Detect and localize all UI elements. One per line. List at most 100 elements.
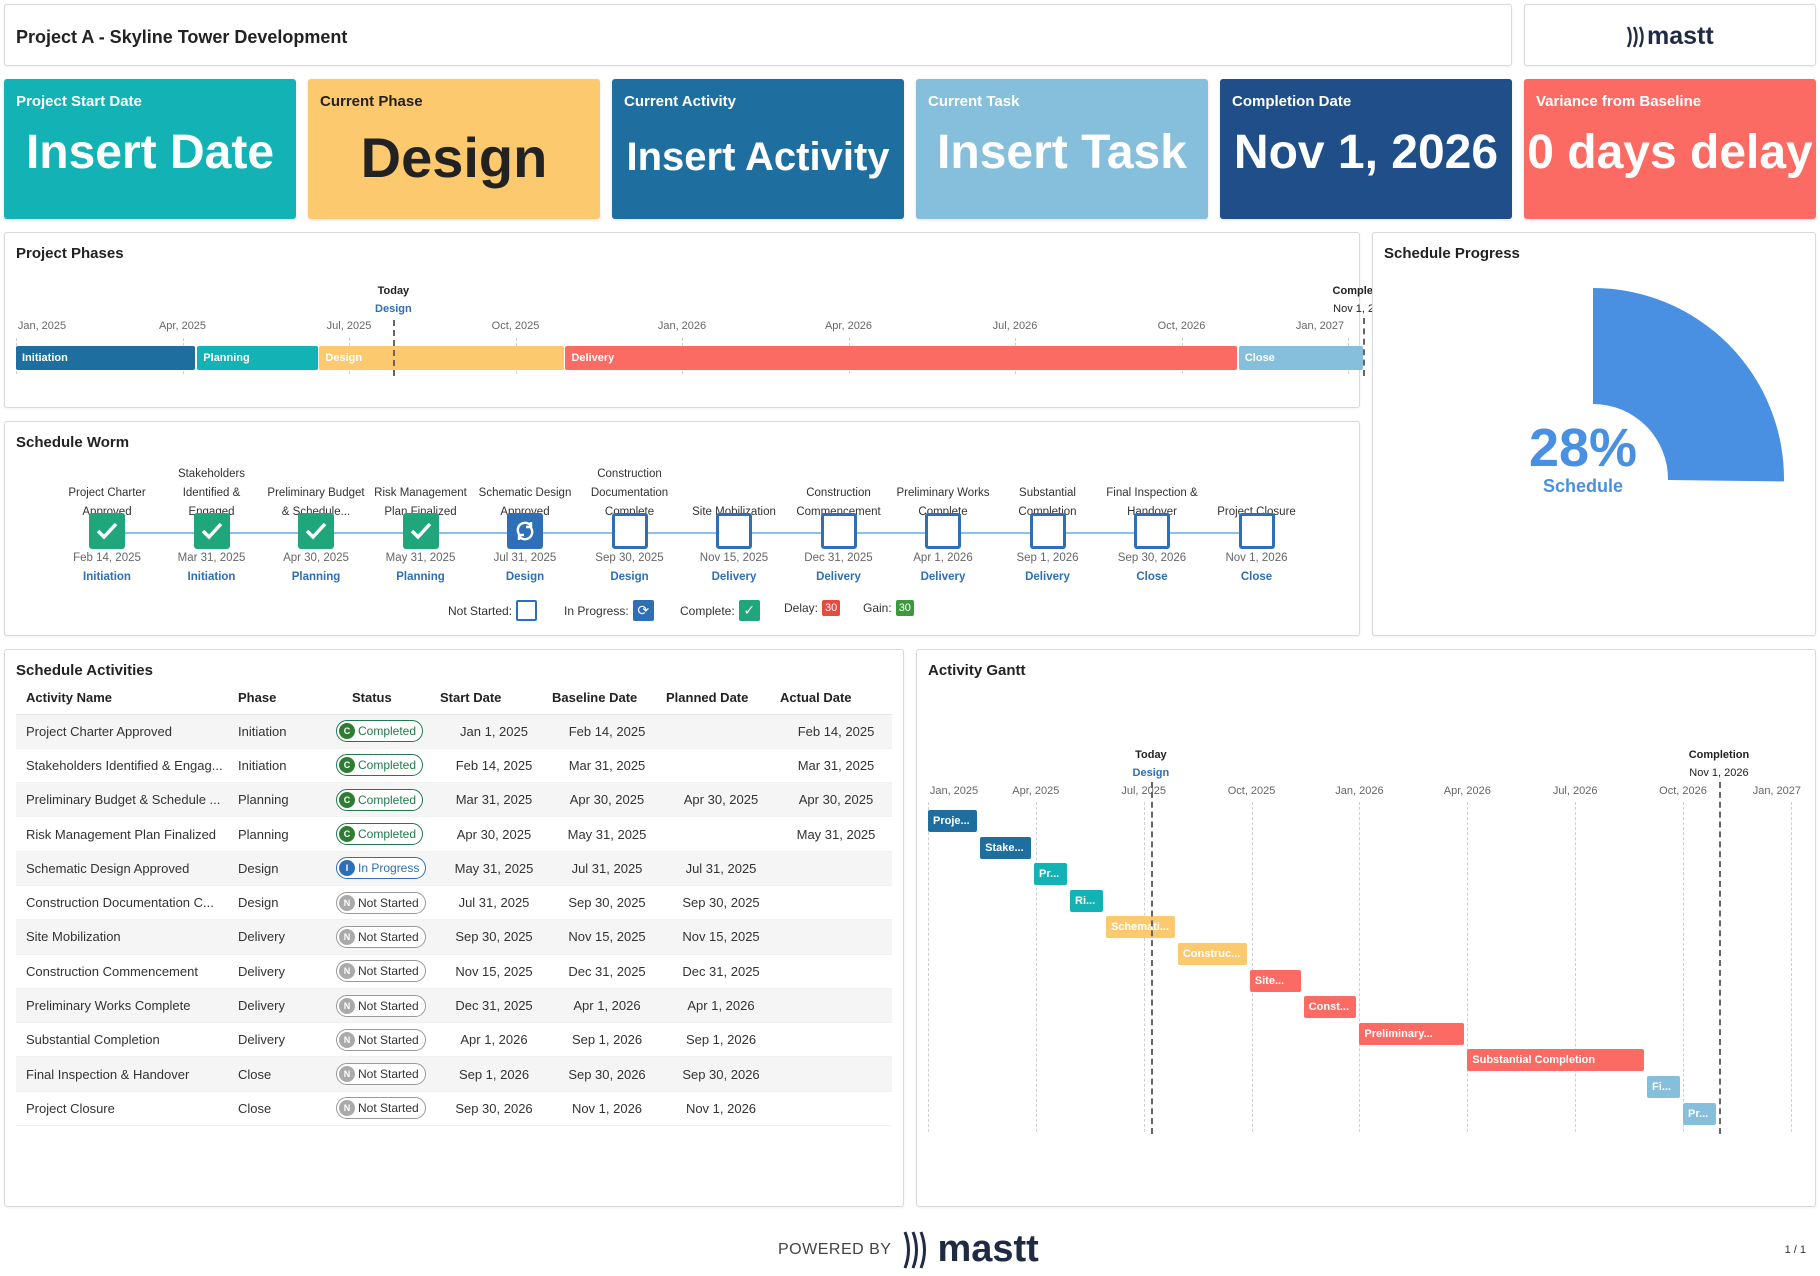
cell-status: C Completed xyxy=(318,714,436,749)
delay-badge: 30 xyxy=(822,600,841,616)
cell-start: Feb 14, 2025 xyxy=(436,748,548,784)
status-dot-icon: N xyxy=(339,1066,355,1083)
status-text: Not Started xyxy=(358,929,419,944)
milestone-phase: Delivery xyxy=(920,571,966,583)
legend-label: Complete: xyxy=(680,603,735,618)
today-marker xyxy=(393,320,396,376)
cell-status: N Not Started xyxy=(318,954,436,989)
in-progress-icon: ⟳ xyxy=(632,600,654,621)
legend-gain: Gain: 30 xyxy=(863,600,914,616)
panel-title: Activity Gantt xyxy=(928,662,1026,679)
not-started-icon xyxy=(820,513,857,549)
progress-gauge xyxy=(1593,288,1784,482)
column-header: Status xyxy=(318,682,436,715)
status-badge: C Completed xyxy=(336,720,424,743)
cell-name: Project Charter Approved xyxy=(16,714,234,749)
axis-tick-label: Apr, 2026 xyxy=(824,320,873,332)
footer-brand: mastt xyxy=(937,1228,1039,1270)
not-started-icon xyxy=(611,513,648,549)
worm-milestone: Project Charter Approved Feb 14, 2025 Init… xyxy=(55,440,159,590)
gantt-bar: Construc... xyxy=(1177,943,1247,965)
cell-start: Jul 31, 2025 xyxy=(436,885,548,921)
cell-name: Construction Documentation C... xyxy=(16,885,234,921)
milestone-date: Dec 31, 2025 xyxy=(804,552,873,564)
completion-date: Nov 1, 2026 xyxy=(1689,767,1749,779)
not-started-icon xyxy=(925,513,961,549)
table-row: Construction Documentation C... Design N No… xyxy=(16,885,892,921)
today-marker xyxy=(1150,782,1153,1134)
status-dot-icon: N xyxy=(339,997,355,1014)
worm-milestone: Project Closure Nov 1, 2026 Close xyxy=(1205,440,1309,590)
cell-status: N Not Started xyxy=(318,1022,436,1058)
worm-milestone: Preliminary Budget & Schedule... Apr 30, … xyxy=(264,440,368,590)
milestone-date: Sep 30, 2025 xyxy=(595,552,664,564)
cell-phase: Planning xyxy=(234,782,318,818)
axis-tick-label: Jan, 2027 xyxy=(1295,320,1345,332)
not-started-icon xyxy=(1029,513,1066,549)
kpi-label: Completion Date xyxy=(1232,93,1352,110)
brand-logo: mastt xyxy=(1625,22,1714,51)
cell-planned: Apr 1, 2026 xyxy=(662,988,776,1024)
legend-delay: Delay: 30 xyxy=(784,600,841,616)
axis-tick-label: Jul, 2026 xyxy=(1552,785,1598,797)
complete-icon xyxy=(402,513,439,549)
cell-actual: Mar 31, 2025 xyxy=(776,748,892,784)
cell-name: Preliminary Works Complete xyxy=(16,988,234,1024)
table-row: Project Closure Close N Not Started Sep 30, … xyxy=(16,1091,892,1127)
milestone-date: Sep 30, 2026 xyxy=(1117,552,1187,564)
milestone-date: Mar 31, 2025 xyxy=(177,552,246,564)
axis-tick-label: Oct, 2025 xyxy=(491,320,540,332)
cell-start: Mar 31, 2025 xyxy=(436,782,548,818)
cell-planned: Jul 31, 2025 xyxy=(662,851,776,886)
milestone-phase: Close xyxy=(1136,571,1168,583)
panel-title: Schedule Progress xyxy=(1384,245,1520,262)
brand-box: mastt xyxy=(1524,4,1816,66)
legend-not-started: Not Started: xyxy=(448,600,538,621)
gantt-bar: Const... xyxy=(1303,996,1357,1019)
cell-baseline: Feb 14, 2025 xyxy=(548,714,662,749)
worm-milestone: Risk Management Plan Finalized May 31, 20… xyxy=(369,440,473,590)
status-text: Not Started xyxy=(358,964,419,979)
milestone-label: Project Closure xyxy=(1217,506,1296,518)
in-progress-icon xyxy=(507,513,543,549)
cell-phase: Design xyxy=(234,851,318,886)
worm-milestone: Preliminary Works Complete Apr 1, 2026 Del… xyxy=(891,440,995,590)
cell-planned: Nov 1, 2026 xyxy=(662,1091,776,1127)
cell-phase: Initiation xyxy=(234,714,318,749)
cell-start: Jan 1, 2025 xyxy=(436,714,548,749)
grid-line xyxy=(1790,802,1792,1132)
status-badge: N Not Started xyxy=(336,960,426,983)
cell-actual xyxy=(776,1056,892,1092)
cell-baseline: Nov 15, 2025 xyxy=(548,919,662,955)
cell-actual xyxy=(776,851,892,886)
cell-actual xyxy=(776,988,892,1024)
completion-marker xyxy=(1362,318,1365,376)
milestone-phase: Initiation xyxy=(83,571,131,583)
grid-line xyxy=(1035,802,1037,1132)
milestone-label: Site Mobilization xyxy=(692,506,776,518)
schedule-progress-panel: Schedule Progress 28% Schedule xyxy=(1372,232,1816,636)
axis-tick-label: Oct, 2025 xyxy=(1227,785,1276,797)
not-started-icon xyxy=(516,600,538,621)
kpi-value: Design xyxy=(360,126,548,189)
milestone-date: May 31, 2025 xyxy=(385,552,456,564)
column-header: Activity Name xyxy=(16,682,234,715)
status-dot-icon: N xyxy=(339,928,355,945)
milestone-label: Construction Commencement xyxy=(796,487,881,518)
milestone-date: Nov 15, 2025 xyxy=(699,552,769,564)
axis-tick-label: Oct, 2026 xyxy=(1659,785,1707,797)
progress-percent: 28% xyxy=(1528,418,1638,478)
legend-label: Gain: xyxy=(863,601,892,615)
table-row: Stakeholders Identified & Engag... Initia… xyxy=(16,748,892,784)
grid-line xyxy=(928,802,929,1132)
legend-in-progress: In Progress: ⟳ xyxy=(564,600,654,621)
activity-gantt-panel: Activity Gantt xyxy=(916,649,1816,1207)
status-badge: N Not Started xyxy=(336,1063,426,1086)
completion-marker xyxy=(1718,782,1721,1134)
milestone-date: Nov 1, 2026 xyxy=(1225,552,1288,564)
kpi-variance-from-baseline: Variance from Baseline 0 days delay xyxy=(1524,79,1816,219)
cell-baseline: May 31, 2025 xyxy=(548,816,662,852)
cell-planned xyxy=(662,748,776,784)
status-dot-icon: C xyxy=(339,723,355,740)
gantt-bar: Schemati... xyxy=(1105,916,1175,939)
